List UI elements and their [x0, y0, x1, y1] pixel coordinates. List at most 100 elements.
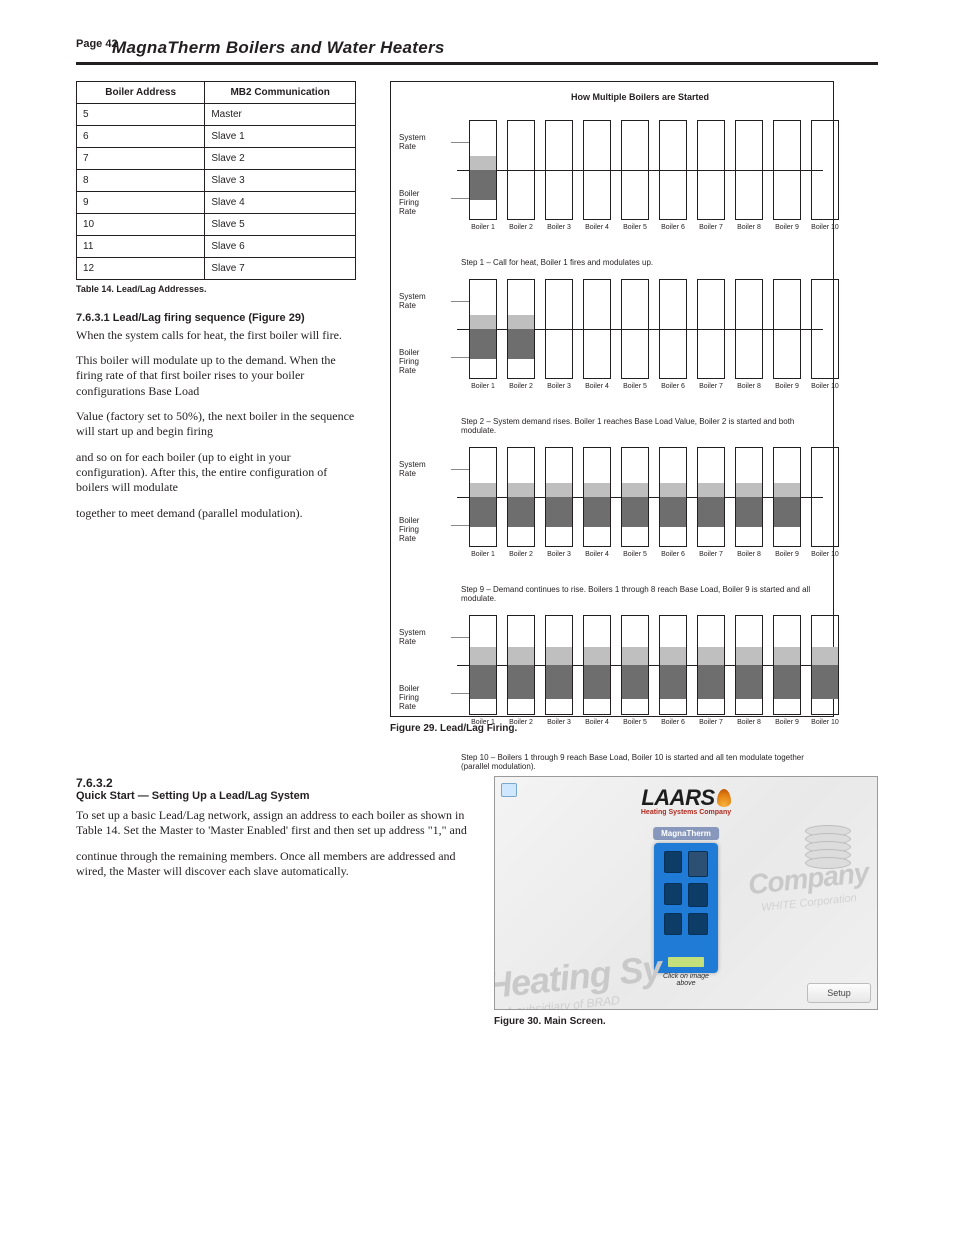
x-label: Boiler 10 [811, 383, 839, 390]
bar [469, 447, 497, 547]
flame-icon [717, 789, 731, 807]
bar [697, 279, 725, 379]
bar [735, 615, 763, 715]
x-label: Boiler 7 [697, 383, 725, 390]
y-label: Boiler Firing Rate [399, 190, 419, 216]
x-label: Boiler 4 [583, 719, 611, 726]
bar [621, 615, 649, 715]
table-cell: Slave 5 [205, 214, 356, 236]
page-title: MagnaTherm Boilers and Water Heaters [112, 38, 878, 58]
bar [659, 615, 687, 715]
bar [697, 447, 725, 547]
x-label: Boiler 3 [545, 383, 573, 390]
x-label: Boiler 2 [507, 551, 535, 558]
body-text: Value (factory set to 50%), the next boi… [76, 409, 356, 440]
bar [469, 279, 497, 379]
bar [621, 120, 649, 220]
body-text: When the system calls for heat, the firs… [76, 328, 356, 343]
x-label: Boiler 5 [621, 551, 649, 558]
y-label: Boiler Firing Rate [399, 685, 419, 711]
x-label: Boiler 7 [697, 224, 725, 231]
table-row: 5Master [77, 104, 356, 126]
bar [507, 120, 535, 220]
y-label: System Rate [399, 629, 426, 647]
x-label: Boiler 2 [507, 224, 535, 231]
body-text: To set up a basic Lead/Lag network, assi… [76, 808, 468, 839]
bar [507, 279, 535, 379]
table-cell: Slave 4 [205, 192, 356, 214]
laars-logo-sub: Heating Systems Company [495, 809, 877, 816]
x-label: Boiler 8 [735, 719, 763, 726]
stage-caption: Step 2 – System demand rises. Boiler 1 r… [461, 417, 819, 435]
bar [811, 447, 839, 547]
x-label: Boiler 9 [773, 383, 801, 390]
x-label: Boiler 9 [773, 224, 801, 231]
x-label: Boiler 8 [735, 383, 763, 390]
section-number: 7.6.3.2 [76, 776, 468, 790]
y-label: System Rate [399, 461, 426, 479]
x-label: Boiler 10 [811, 551, 839, 558]
bar [811, 279, 839, 379]
figure-29-title: How Multiple Boilers are Started [461, 92, 819, 102]
setup-button[interactable]: Setup [807, 983, 871, 1003]
bar [697, 615, 725, 715]
x-label: Boiler 8 [735, 224, 763, 231]
x-label: Boiler 5 [621, 383, 649, 390]
title-rule [76, 62, 878, 65]
body-text: This boiler will modulate up to the dema… [76, 353, 356, 399]
table-row: 12Slave 7 [77, 258, 356, 280]
body-text: continue through the remaining members. … [76, 849, 468, 880]
x-label: Boiler 2 [507, 719, 535, 726]
controller-board-graphic[interactable]: Click on image above [654, 843, 718, 973]
x-label: Boiler 3 [545, 224, 573, 231]
bar [469, 615, 497, 715]
table-cell: Slave 3 [205, 170, 356, 192]
figure-29: How Multiple Boilers are Started System … [390, 81, 834, 717]
bar [507, 447, 535, 547]
x-label: Boiler 5 [621, 719, 649, 726]
y-label: System Rate [399, 134, 426, 152]
bar [583, 120, 611, 220]
table-row: 6Slave 1 [77, 126, 356, 148]
bar [621, 447, 649, 547]
table-row: 8Slave 3 [77, 170, 356, 192]
chart-stage: System RateBoiler Firing RateBoiler 1Boi… [461, 603, 819, 749]
x-label: Boiler 8 [735, 551, 763, 558]
y-label: System Rate [399, 293, 426, 311]
table-row: 9Slave 4 [77, 192, 356, 214]
section-title: Quick Start — Setting Up a Lead/Lag Syst… [76, 790, 468, 802]
table-header: Boiler Address [77, 82, 205, 104]
bar [773, 279, 801, 379]
y-label: Boiler Firing Rate [399, 349, 419, 375]
x-label: Boiler 10 [811, 719, 839, 726]
page-number: Page 42 [76, 38, 118, 50]
bar [621, 279, 649, 379]
stage-caption: Step 10 – Boilers 1 through 9 reach Base… [461, 753, 819, 771]
x-label: Boiler 9 [773, 719, 801, 726]
x-label: Boiler 7 [697, 551, 725, 558]
bar [735, 447, 763, 547]
x-label: Boiler 2 [507, 383, 535, 390]
bar [507, 615, 535, 715]
x-label: Boiler 6 [659, 224, 687, 231]
bar [659, 447, 687, 547]
table-cell: 10 [77, 214, 205, 236]
stage-caption: Step 1 – Call for heat, Boiler 1 fires a… [461, 258, 819, 267]
bar [545, 120, 573, 220]
x-label: Boiler 9 [773, 551, 801, 558]
x-label: Boiler 6 [659, 719, 687, 726]
x-label: Boiler 4 [583, 551, 611, 558]
table-cell: Slave 2 [205, 148, 356, 170]
figure-30: LAARS Heating Systems Company MagnaTherm… [494, 776, 878, 1037]
table-cell: 7 [77, 148, 205, 170]
chart-stage: System RateBoiler Firing RateBoiler 1Boi… [461, 267, 819, 413]
bar [545, 279, 573, 379]
table-caption: Table 14. Lead/Lag Addresses. [76, 284, 356, 296]
x-label: Boiler 5 [621, 224, 649, 231]
x-label: Boiler 3 [545, 719, 573, 726]
bar [735, 279, 763, 379]
table-header: MB2 Communication [205, 82, 356, 104]
bar [811, 120, 839, 220]
bar [545, 615, 573, 715]
figure-30-screen: LAARS Heating Systems Company MagnaTherm… [494, 776, 878, 1010]
